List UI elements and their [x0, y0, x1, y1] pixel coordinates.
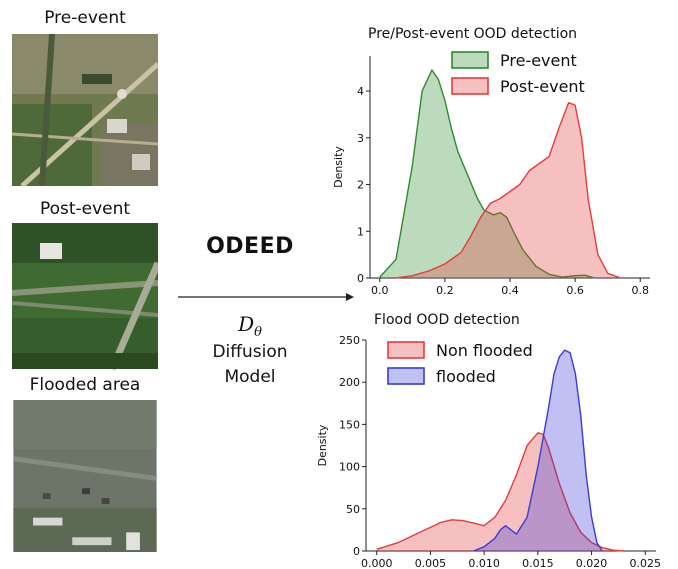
x-tick-label: 0.8: [631, 284, 649, 297]
series-line-1: [395, 102, 621, 279]
y-tick-label: 200: [339, 376, 360, 389]
legend-swatch-0: [451, 51, 489, 69]
legend-swatch-0: [387, 341, 425, 359]
pre-post-event-density-chart: Pre/Post-event OOD detection 0.0 0.2 0.4 0.6…: [332, 26, 650, 297]
pre-event-aerial-image: [12, 34, 158, 186]
flooded-area-aerial-image: [13, 400, 157, 552]
x-tick-label: 0.020: [576, 557, 608, 568]
arrow-icon: [178, 293, 354, 301]
y-axis-label: Density: [332, 146, 345, 188]
y-tick-label: 4: [357, 85, 364, 98]
y-tick-label: 100: [339, 461, 360, 474]
post-event-aerial-image: [12, 223, 158, 371]
series-line-1: [473, 349, 603, 552]
legend-label-1: Post-event: [500, 77, 585, 96]
series-area-1: [473, 350, 603, 551]
y-axis-label: Density: [316, 424, 329, 466]
legend-label-0: Non flooded: [436, 341, 533, 360]
y-tick-label: 50: [346, 503, 360, 516]
x-tick-label: 0.025: [630, 557, 662, 568]
legend-swatch-1: [451, 77, 489, 95]
legend-label-1: flooded: [436, 367, 496, 386]
flooded-area-label: Flooded area: [29, 375, 141, 395]
x-tick-label: 0.010: [468, 557, 500, 568]
y-tick-label: 150: [339, 418, 360, 431]
chart-title: Pre/Post-event OOD detection: [368, 26, 577, 42]
chart-title: Flood OOD detection: [374, 312, 520, 328]
x-tick-label: 0.000: [361, 557, 393, 568]
series-area-0: [379, 70, 595, 278]
x-tick-label: 0.2: [436, 284, 454, 297]
flood-density-chart: Flood OOD detection 0.000 0.005 0.010 0.015 0…: [316, 312, 662, 568]
series-line-0: [376, 432, 624, 552]
x-tick-label: 0.015: [522, 557, 554, 568]
y-tick-label: 0: [353, 545, 360, 558]
legend-label-0: Pre-event: [500, 51, 577, 70]
y-tick-label: 2: [357, 179, 364, 192]
x-tick-label: 0.6: [566, 284, 584, 297]
y-tick-label: 250: [339, 334, 360, 347]
y-tick-label: 3: [357, 132, 364, 145]
x-tick-label: 0.0: [371, 284, 389, 297]
odeed-title: ODEED: [206, 234, 294, 259]
y-tick-label: 1: [357, 225, 364, 238]
series-line-0: [379, 69, 595, 279]
pre-event-label: Pre-event: [44, 8, 126, 28]
post-event-label: Post-event: [39, 199, 131, 219]
x-tick-label: 0.005: [415, 557, 447, 568]
series-area-1: [396, 102, 621, 278]
y-tick-label: 0: [357, 272, 364, 285]
diffusion-model-symbol: Dθ: [238, 312, 262, 340]
series-area-0: [376, 432, 624, 551]
diffusion-label: Diffusion: [212, 342, 288, 362]
legend-swatch-1: [387, 367, 425, 385]
model-label: Model: [224, 367, 276, 387]
x-tick-label: 0.4: [501, 284, 519, 297]
